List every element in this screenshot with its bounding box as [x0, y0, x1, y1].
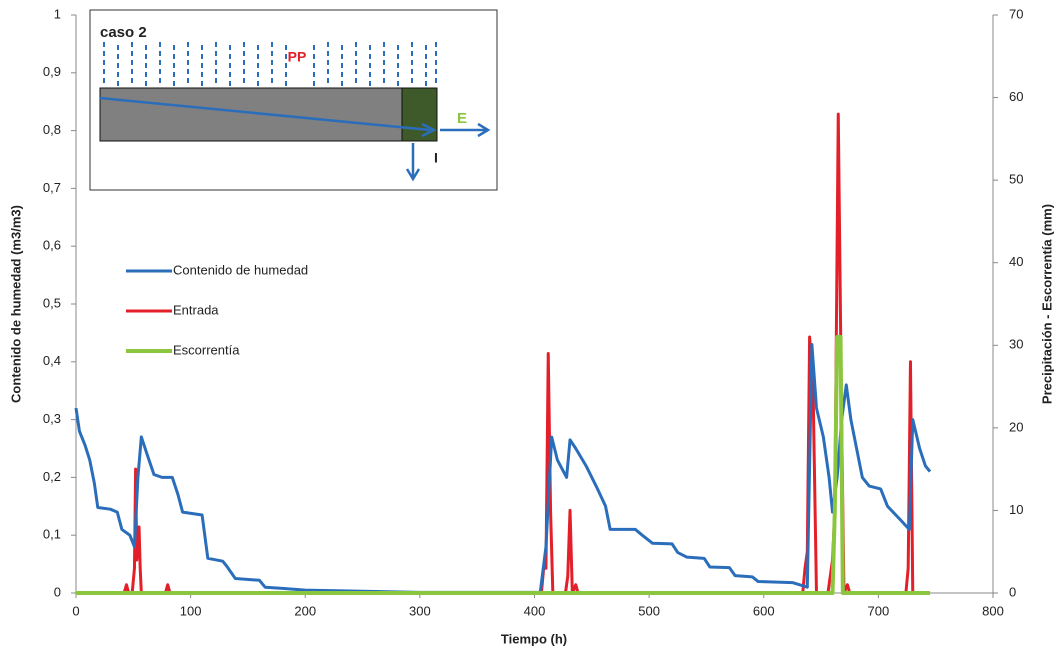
- y-tick-label: 0,4: [43, 353, 61, 368]
- rain: [103, 42, 437, 86]
- inset-label: I: [434, 150, 438, 166]
- x-tick-label: 200: [294, 603, 316, 618]
- y-tick-label: 0,8: [43, 122, 61, 137]
- x-tick-label: 400: [524, 603, 546, 618]
- e-arrow-head: [477, 122, 491, 138]
- x-tick-label: 500: [638, 603, 660, 618]
- y2-tick-label: 40: [1009, 254, 1023, 269]
- soil: [99, 87, 403, 142]
- x-axis-label: Tiempo (h): [501, 631, 567, 646]
- soil-edge: [401, 87, 438, 142]
- x-tick-label: 300: [409, 603, 431, 618]
- y2-axis-label: Precipitación - Escorrentía (mm): [1039, 204, 1054, 404]
- x-tick-label: 800: [982, 603, 1004, 618]
- x-tick-label: 600: [753, 603, 775, 618]
- flow-arrow-head: [421, 122, 437, 138]
- inset-title: caso 2: [100, 24, 147, 41]
- y2-tick-label: 70: [1009, 6, 1023, 21]
- y2-tick-label: 60: [1009, 89, 1023, 104]
- y2-tick-label: 0: [1009, 584, 1016, 599]
- inset-label: E: [457, 110, 467, 127]
- x-tick-label: 100: [180, 603, 202, 618]
- y-tick-label: 0,6: [43, 238, 61, 253]
- legend-label: Escorrentía: [173, 342, 240, 357]
- legend-label: Contenido de humedad: [173, 262, 308, 277]
- i-arrow-head: [405, 168, 421, 182]
- y-tick-label: 0: [54, 584, 61, 599]
- x-tick-label: 0: [72, 603, 79, 618]
- y-tick-label: 0,7: [43, 180, 61, 195]
- y-tick-label: 0,3: [43, 411, 61, 426]
- inset: caso 2 PP E I: [89, 9, 498, 191]
- y-tick-label: 0,2: [43, 469, 61, 484]
- series-line: [74, 342, 932, 594]
- series-line: [76, 335, 930, 595]
- flow-arrow: [99, 96, 431, 132]
- legend-label: Entrada: [173, 302, 219, 317]
- y-tick-label: 1: [54, 6, 61, 21]
- y-tick-label: 0,5: [43, 295, 61, 310]
- y2-tick-label: 20: [1009, 419, 1023, 434]
- y-tick-label: 0,9: [43, 64, 61, 79]
- y-tick-label: 0,1: [43, 527, 61, 542]
- y2-tick-label: 10: [1009, 502, 1023, 517]
- y2-tick-label: 50: [1009, 172, 1023, 187]
- y2-tick-label: 30: [1009, 337, 1023, 352]
- y-axis-label: Contenido de humedad (m3/m3): [8, 205, 23, 403]
- inset-label: PP: [288, 49, 307, 65]
- x-tick-label: 700: [868, 603, 890, 618]
